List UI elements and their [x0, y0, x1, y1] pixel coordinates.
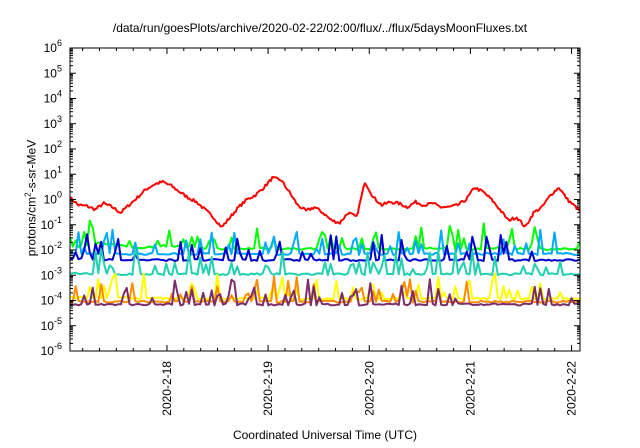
x-tick-label: 2020-2-21: [463, 361, 477, 416]
x-tick-label: 2020-2-18: [160, 361, 174, 416]
y-tick-label: 10-5: [41, 316, 62, 333]
y-tick-label: 10-3: [41, 265, 62, 282]
y-tick-label: 100: [44, 190, 62, 207]
series-line-2: [70, 228, 580, 256]
series-line-0: [70, 176, 580, 228]
y-tick-label: 102: [44, 139, 62, 156]
x-tick-label: 2020-2-19: [261, 361, 275, 416]
y-tick-label: 10-2: [41, 240, 62, 257]
y-tick-label: 10-1: [41, 215, 62, 232]
series-layer: [70, 176, 580, 307]
x-tick-label: 2020-2-22: [565, 361, 579, 416]
x-axis-label: Coordinated Universal Time (UTC): [232, 428, 418, 442]
y-tick-label: 105: [44, 63, 62, 80]
y-tick-label: 101: [44, 164, 62, 181]
y-tick-label: 104: [44, 89, 62, 106]
series-line-6: [70, 275, 580, 304]
y-tick-label: 10-6: [41, 341, 62, 358]
series-line-4: [70, 248, 580, 277]
series-line-1: [70, 219, 580, 251]
axis-layer: 10-6 10-5 10-4 10-3 10-2 10-1 100 101 102 103 104 1…: [41, 38, 580, 416]
y-tick-label: 10-4: [41, 291, 62, 308]
series-line-5: [70, 272, 580, 301]
x-tick-label: 2020-2-20: [362, 361, 376, 416]
chart-title: /data/run/goesPlots/archive/2020-02-22/0…: [112, 21, 528, 35]
y-tick-label: 106: [44, 38, 62, 55]
series-line-7: [70, 278, 580, 307]
plot-frame: [69, 47, 581, 352]
y-tick-label: 103: [44, 114, 62, 131]
